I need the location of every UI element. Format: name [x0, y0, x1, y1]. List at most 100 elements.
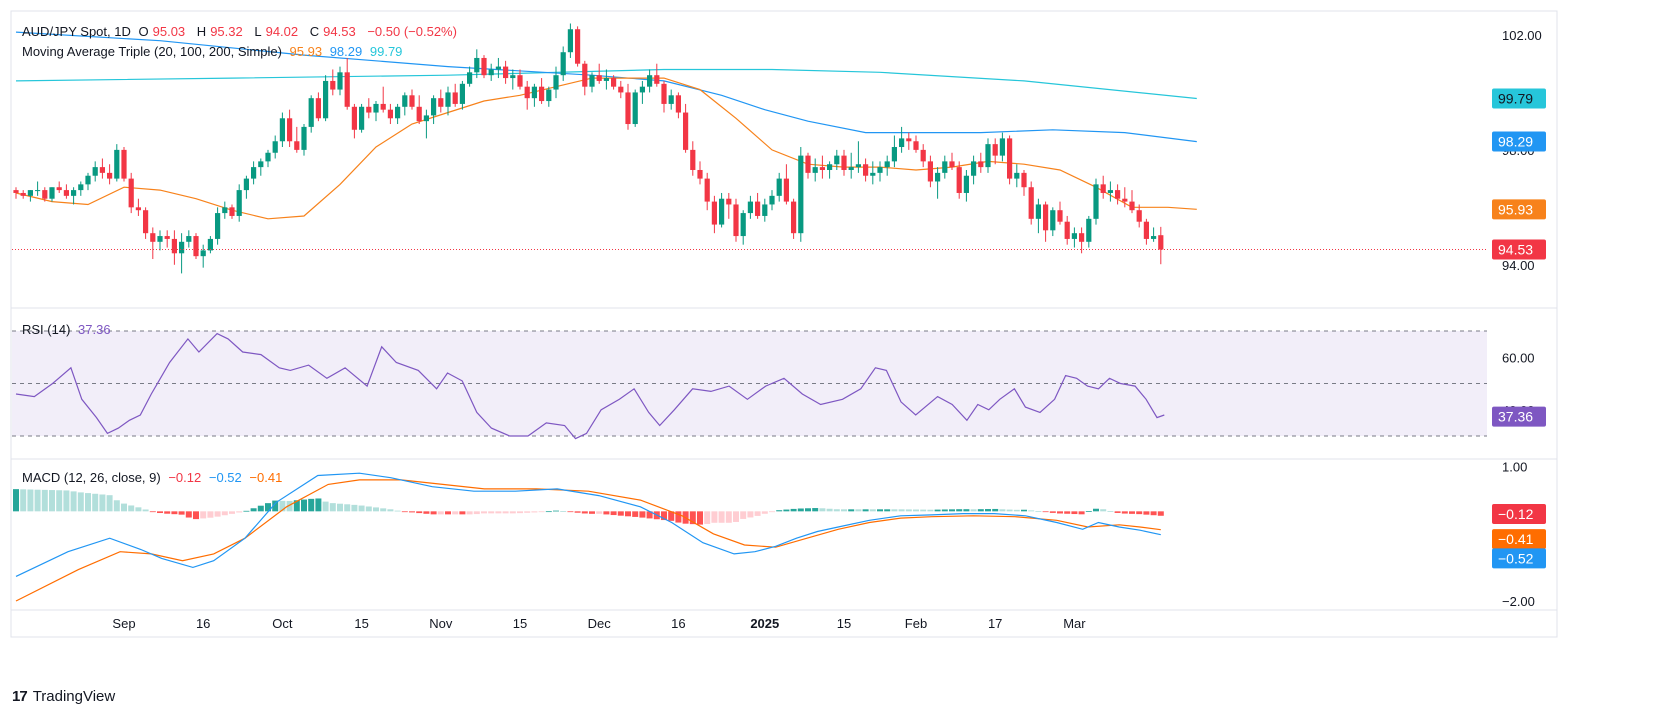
macd-histogram-bar [265, 503, 271, 512]
candle-body [517, 75, 523, 87]
candle-body [71, 190, 77, 196]
candle-body [985, 144, 991, 168]
macd-histogram-bar [1129, 511, 1135, 514]
candle-body [711, 201, 717, 225]
macd-histogram-bar [862, 509, 869, 512]
candle-body [884, 161, 890, 168]
time-axis-label: Feb [905, 616, 927, 631]
candle-body [107, 172, 113, 179]
macd-histogram-bar [293, 500, 300, 512]
macd-histogram-bar [927, 509, 934, 512]
candle-body [503, 66, 509, 79]
macd-histogram-bar [524, 511, 531, 513]
macd-histogram-bar [617, 511, 624, 516]
candle-body [438, 98, 444, 107]
candle-body [301, 126, 307, 150]
candle-body [143, 210, 149, 234]
macd-histogram-bar [229, 511, 235, 514]
macd-histogram-bar [34, 489, 41, 512]
macd-histogram-bar [913, 509, 919, 512]
macd-histogram-bar [884, 509, 891, 512]
rsi-line [15, 332, 1165, 440]
candle-body [1071, 233, 1077, 239]
macd-histogram-bar [891, 509, 898, 512]
macd-hist-badge: −0.12 [1498, 506, 1534, 522]
candle-body [899, 138, 905, 148]
candle-body [582, 63, 588, 87]
macd-hist-badge-bg [1492, 504, 1546, 525]
macd-histogram-bar [171, 511, 178, 515]
macd-histogram-bar [459, 511, 466, 515]
candle-body [1079, 233, 1085, 242]
macd-histogram-bar [949, 509, 955, 512]
candle-body [661, 83, 667, 104]
candle-body [481, 57, 487, 76]
candle-body [186, 236, 192, 242]
candle-body [78, 184, 84, 191]
macd-histogram-bar [934, 509, 941, 512]
macd-histogram-bar [387, 509, 394, 512]
candle-body [1086, 218, 1092, 242]
macd-histogram-bar [855, 509, 862, 512]
macd-histogram-bar [833, 509, 840, 512]
macd-histogram-bar [538, 511, 545, 513]
tradingview-branding[interactable]: 17 TradingView [12, 688, 115, 705]
macd-histogram-bar [473, 511, 480, 515]
candle-body [373, 103, 379, 113]
candle-body [42, 190, 48, 199]
macd-histogram-bar [553, 510, 559, 512]
candle-body [834, 155, 840, 165]
candle-body [258, 161, 264, 168]
macd-histogram-bar [106, 495, 113, 512]
macd-histogram-bar [970, 509, 977, 512]
rsi-title: RSI (14) [22, 322, 71, 337]
candle-body [956, 167, 962, 193]
candle-body [56, 187, 62, 191]
ma20-price-badge-bg [1492, 199, 1546, 220]
candle-body [906, 138, 912, 142]
candle-body [560, 52, 566, 76]
candle-body [395, 106, 401, 119]
macd-histogram-bar [754, 511, 761, 516]
macd-histogram-bar [77, 492, 84, 512]
macd-histogram-bar [279, 500, 286, 512]
macd-histogram-bar [632, 511, 639, 517]
candle-body [769, 195, 775, 205]
low-value: 94.02 [265, 24, 299, 39]
macd-histogram-bar [805, 508, 811, 512]
macd-histogram-bar [41, 489, 48, 512]
macd-histogram-bar [941, 509, 948, 512]
time-axis-label: Dec [588, 616, 612, 631]
candle-body [1122, 198, 1128, 202]
candle-body [1151, 236, 1157, 239]
candle-body [287, 118, 293, 142]
candle-body [546, 89, 552, 102]
candle-body [1064, 221, 1070, 239]
macd-histogram-bar [661, 511, 667, 521]
macd-histogram-bar [56, 490, 63, 512]
candle-body [1100, 184, 1106, 193]
candle-body [704, 178, 710, 202]
candle-body [971, 161, 977, 176]
macd-histogram-bar [286, 500, 293, 512]
ma20-value: 95.93 [289, 44, 323, 59]
macd-histogram-bar [560, 511, 567, 512]
candle-body [193, 236, 199, 257]
macd-histogram-bar [697, 511, 703, 525]
macd-histogram-bar [812, 508, 819, 512]
macd-histogram-bar [214, 511, 221, 517]
candle-body [855, 164, 861, 168]
macd-histogram-bar [430, 511, 437, 515]
candle-body [632, 92, 638, 125]
candle-body [1115, 190, 1121, 199]
candle-body [222, 207, 228, 214]
candle-body [459, 83, 465, 104]
macd-histogram-bar [250, 508, 257, 512]
candle-body [920, 149, 926, 162]
macd-histogram-bar [164, 511, 171, 514]
candle-body [927, 161, 933, 182]
candle-body [668, 95, 674, 104]
candle-body [351, 106, 357, 130]
candle-body [344, 72, 350, 107]
